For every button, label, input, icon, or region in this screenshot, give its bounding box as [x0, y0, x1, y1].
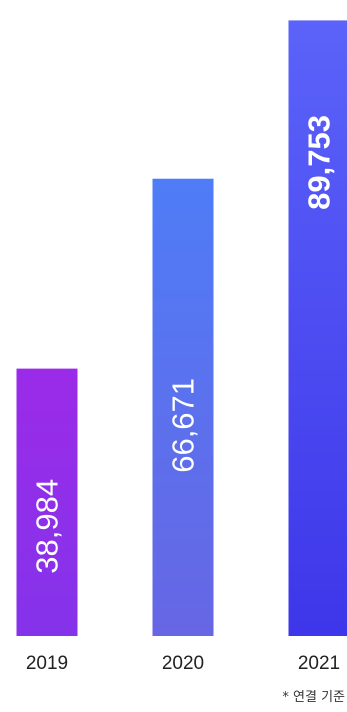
value-label-2019: 38,984	[30, 479, 65, 574]
footnote: * 연결 기준	[282, 690, 345, 705]
bar-2021	[288, 20, 347, 636]
bar-2020	[152, 178, 214, 636]
x-tick-labels-layer: 2019 2020 2021	[26, 653, 340, 674]
x-tick-label-2019: 2019	[26, 653, 68, 674]
x-tick-label-2021: 2021	[298, 653, 340, 674]
value-label-2020: 66,671	[166, 378, 201, 473]
bars-layer	[16, 20, 347, 636]
bar-2019	[16, 368, 78, 636]
value-labels-layer: 38,984 66,671 89,753	[30, 115, 337, 574]
value-label-2021: 89,753	[302, 115, 337, 210]
x-tick-label-2020: 2020	[162, 653, 204, 674]
